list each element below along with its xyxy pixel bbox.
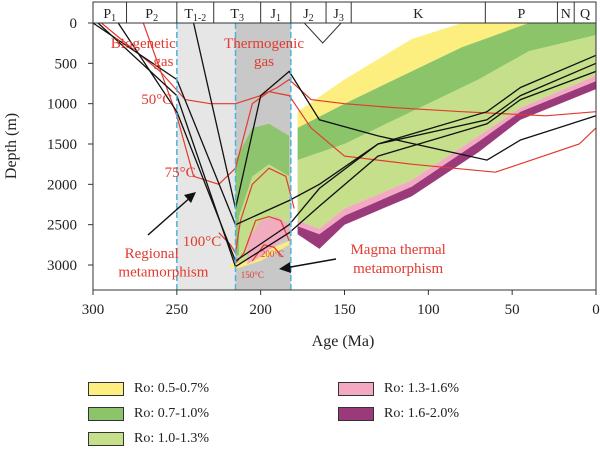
legend-swatch	[338, 407, 374, 421]
maturity-band	[297, 23, 596, 161]
legend-swatch	[338, 382, 374, 396]
annotation-label: gas	[153, 54, 173, 70]
period-label: J3	[333, 7, 343, 24]
legend-label: Ro: 0.5-0.7%	[134, 381, 210, 396]
maturity-bands	[297, 23, 596, 249]
magma-arrow	[284, 258, 337, 269]
x-tick-label: 150	[333, 302, 356, 318]
annotation-label: Magma thermal	[350, 242, 445, 258]
legend-item-ro-1-3: Ro: 1.3-1.6%	[338, 380, 459, 398]
annotations: Biogenetic gas Thermogenic gas 50°C 75°C 100°C…	[111, 36, 446, 280]
legend-label: Ro: 0.7-1.0%	[134, 406, 210, 421]
period-label: N	[561, 7, 571, 22]
burial-curve	[192, 22, 597, 209]
annotation-label: Thermogenic	[224, 36, 304, 52]
y-tick-label: 1000	[47, 97, 77, 113]
regional-arrowhead-icon	[184, 192, 196, 203]
annotation-label: metamorphism	[118, 264, 208, 280]
annotation-label: 75°C	[165, 165, 196, 181]
unconformity-marker	[303, 22, 343, 44]
maturity-band	[297, 75, 596, 235]
burial-curve	[117, 22, 597, 262]
legend-item-ro-0-7: Ro: 0.7-1.0%	[88, 405, 209, 423]
x-tick-label: 100	[417, 302, 440, 318]
burial-curve	[97, 22, 597, 268]
y-axis-label: Depth (m)	[3, 113, 20, 179]
legend-item-ro-0-5: Ro: 0.5-0.7%	[88, 380, 209, 398]
annotation-label: 150°C	[241, 270, 264, 280]
period-label: K	[413, 7, 423, 22]
period-label: J2	[303, 7, 313, 24]
annotation-label: 100°C	[183, 234, 222, 250]
maturity-band	[297, 35, 596, 229]
maturity-band	[297, 81, 596, 249]
legend-swatch	[88, 432, 124, 446]
isotherm-line	[101, 22, 597, 117]
y-tick-label: 2500	[47, 218, 77, 234]
annotation-label: Regional	[125, 246, 179, 262]
annotation-label: metamorphism	[353, 261, 443, 277]
isotherms	[101, 22, 597, 264]
burial-curve	[92, 22, 597, 226]
shaded-interval	[176, 23, 236, 290]
x-tick-label: 300	[82, 302, 105, 318]
burial-curves	[92, 22, 597, 268]
y-tick-label: 2000	[47, 177, 77, 193]
x-tick-label: 250	[166, 302, 189, 318]
x-axis-label: Age (Ma)	[312, 333, 375, 350]
legend-swatch	[88, 382, 124, 396]
legend-swatch	[88, 407, 124, 421]
y-tick-label: 3000	[47, 258, 77, 274]
maturity-band	[297, 23, 596, 128]
burial-history-chart: P1 P2 T1-2 T3 J1 J2 J3 K P N Q 0500100015002000250…	[3, 1, 600, 350]
legend-label: Ro: 1.0-1.3%	[134, 431, 210, 446]
x-tick-label: 0	[592, 302, 600, 318]
x-tick-label: 50	[505, 302, 520, 318]
period-label: Q	[580, 7, 590, 22]
isotherm-line	[218, 167, 295, 255]
y-tick-label: 500	[55, 56, 78, 72]
legend-label: Ro: 1.6-2.0%	[384, 406, 460, 421]
legend-item-ro-1-0: Ro: 1.0-1.3%	[88, 430, 209, 448]
legend-label: Ro: 1.3-1.6%	[384, 381, 460, 396]
geologic-period-bar: P1 P2 T1-2 T3 J1 J2 J3 K P N Q	[92, 1, 597, 44]
annotation-label: 200°C	[261, 249, 284, 259]
period-label: P	[517, 7, 525, 22]
annotation-label: Biogenetic	[111, 36, 176, 52]
y-tick-label: 0	[70, 16, 78, 32]
period-label: J1	[271, 7, 281, 24]
isotherm-line	[142, 22, 597, 185]
regional-arrow	[147, 195, 193, 236]
x-tick-label: 200	[249, 302, 272, 318]
y-tick-label: 1500	[47, 137, 77, 153]
annotation-label: 50°C	[141, 92, 172, 108]
magma-arrowhead-icon	[279, 262, 291, 273]
legend-item-ro-1-6: Ro: 1.6-2.0%	[338, 405, 459, 423]
annotation-label: gas	[254, 54, 274, 70]
legend: Ro: 0.5-0.7% Ro: 0.7-1.0% Ro: 1.0-1.3% R…	[0, 372, 600, 453]
isotherm-line	[235, 215, 290, 264]
